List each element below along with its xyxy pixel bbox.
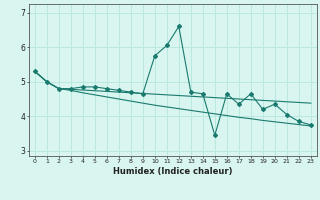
X-axis label: Humidex (Indice chaleur): Humidex (Indice chaleur) [113, 167, 233, 176]
